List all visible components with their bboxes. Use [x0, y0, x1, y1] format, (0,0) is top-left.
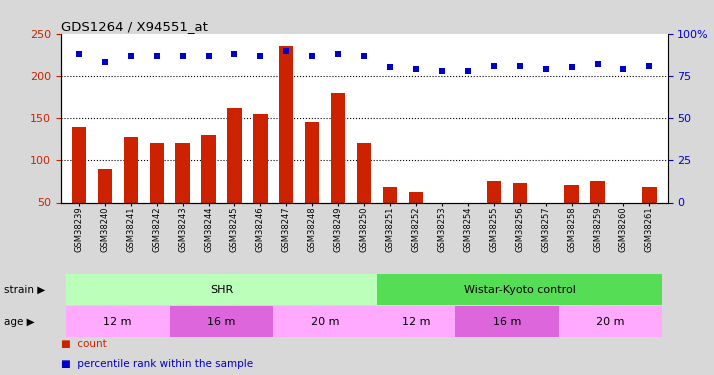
Point [306, 53, 318, 58]
Point [255, 53, 266, 58]
Bar [124, 136, 138, 202]
Text: age ▶: age ▶ [4, 316, 34, 327]
Text: 16 m: 16 m [493, 316, 521, 327]
Bar [377, 274, 663, 305]
Bar [558, 306, 663, 337]
Point [514, 63, 526, 69]
Point [488, 63, 500, 69]
Bar [66, 306, 170, 337]
Bar [357, 142, 371, 202]
Point [99, 59, 111, 65]
Point [592, 61, 603, 67]
Bar [383, 188, 397, 202]
Point [281, 48, 292, 54]
Point [618, 66, 629, 72]
Text: 20 m: 20 m [311, 316, 339, 327]
Bar [253, 114, 268, 202]
Point [203, 53, 214, 58]
Point [644, 63, 655, 69]
Point [333, 51, 344, 57]
Text: 20 m: 20 m [596, 316, 625, 327]
Bar [273, 306, 377, 337]
Point [462, 68, 473, 74]
Bar [455, 306, 558, 337]
Bar [66, 274, 377, 305]
Point [177, 53, 188, 58]
Text: strain ▶: strain ▶ [4, 285, 45, 295]
Bar [409, 192, 423, 202]
Point [73, 51, 84, 57]
Bar [331, 93, 346, 202]
Point [540, 66, 551, 72]
Bar [98, 169, 112, 202]
Point [384, 64, 396, 70]
Text: 12 m: 12 m [104, 316, 132, 327]
Bar [513, 183, 527, 203]
Point [125, 53, 136, 58]
Bar [149, 142, 164, 202]
Text: ■  count: ■ count [61, 339, 106, 349]
Bar [170, 306, 273, 337]
Bar [305, 122, 319, 202]
Text: Wistar-Kyoto control: Wistar-Kyoto control [464, 285, 575, 295]
Bar [201, 135, 216, 202]
Point [411, 66, 422, 72]
Text: 12 m: 12 m [402, 316, 431, 327]
Bar [227, 108, 241, 202]
Point [436, 68, 448, 74]
Point [228, 51, 240, 57]
Text: ■  percentile rank within the sample: ■ percentile rank within the sample [61, 359, 253, 369]
Bar [176, 143, 190, 202]
Bar [279, 46, 293, 202]
Text: SHR: SHR [210, 285, 233, 295]
Bar [487, 182, 501, 203]
Point [566, 64, 578, 70]
Bar [71, 126, 86, 202]
Bar [590, 181, 605, 203]
Point [151, 53, 162, 58]
Point [358, 53, 370, 58]
Bar [565, 185, 579, 202]
Text: 16 m: 16 m [207, 316, 236, 327]
Bar [643, 188, 657, 202]
Bar [377, 306, 455, 337]
Text: GDS1264 / X94551_at: GDS1264 / X94551_at [61, 20, 208, 33]
